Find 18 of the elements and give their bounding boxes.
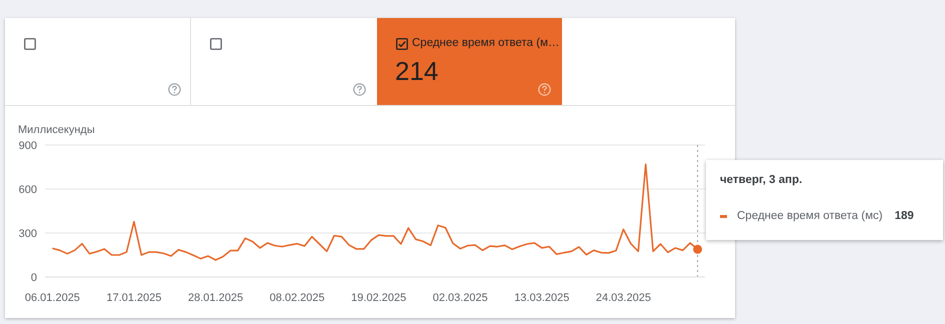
x-tick-label: 13.03.2025 — [514, 292, 570, 304]
y-tick-label: 300 — [18, 228, 37, 240]
text: Среднее время ответа (м… — [412, 37, 560, 49]
y-tick-label: 600 — [18, 184, 37, 196]
y-tick-label: 900 — [18, 140, 37, 152]
x-tick-label: 19.02.2025 — [351, 292, 406, 304]
text: 189 — [894, 210, 914, 222]
y-axis-title: Миллисекунды — [18, 124, 95, 136]
x-tick-label: 06.01.2025 — [24, 292, 80, 304]
x-tick-label: 24.03.2025 — [596, 292, 651, 304]
y-tick-label: 0 — [30, 272, 37, 284]
x-tick-label: 17.01.2025 — [106, 292, 162, 304]
x-tick-label: 02.03.2025 — [432, 292, 488, 304]
x-tick-label: 28.01.2025 — [188, 292, 244, 304]
text: четверг, 3 апр. — [720, 174, 802, 186]
legend-label: Среднее время ответа (мс) — [737, 210, 883, 222]
x-tick-label: 08.02.2025 — [270, 292, 325, 304]
text: 214 — [395, 56, 438, 87]
